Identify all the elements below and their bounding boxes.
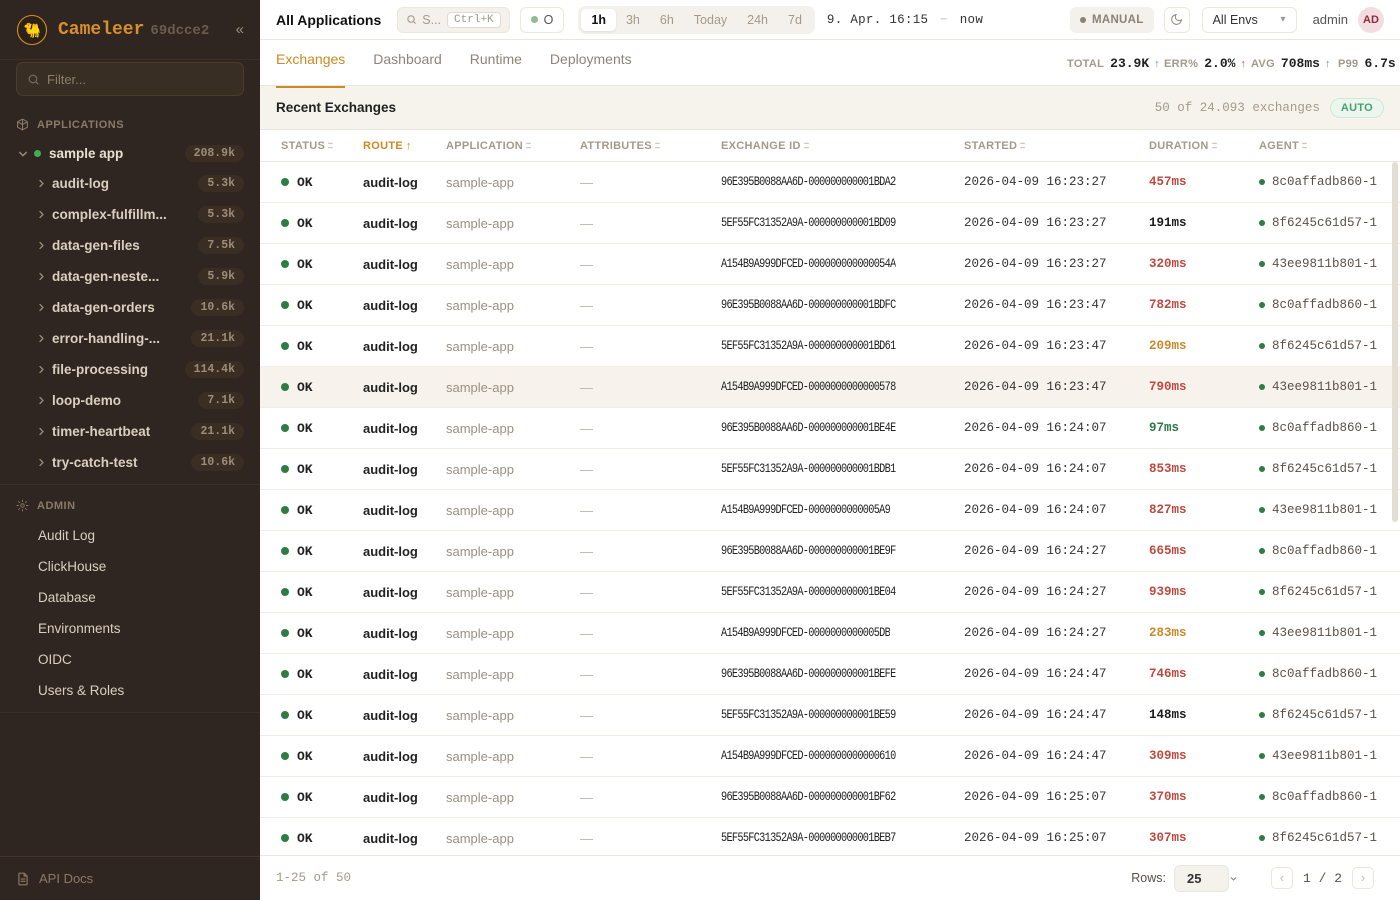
svg-text:🐫: 🐫 — [24, 22, 41, 39]
